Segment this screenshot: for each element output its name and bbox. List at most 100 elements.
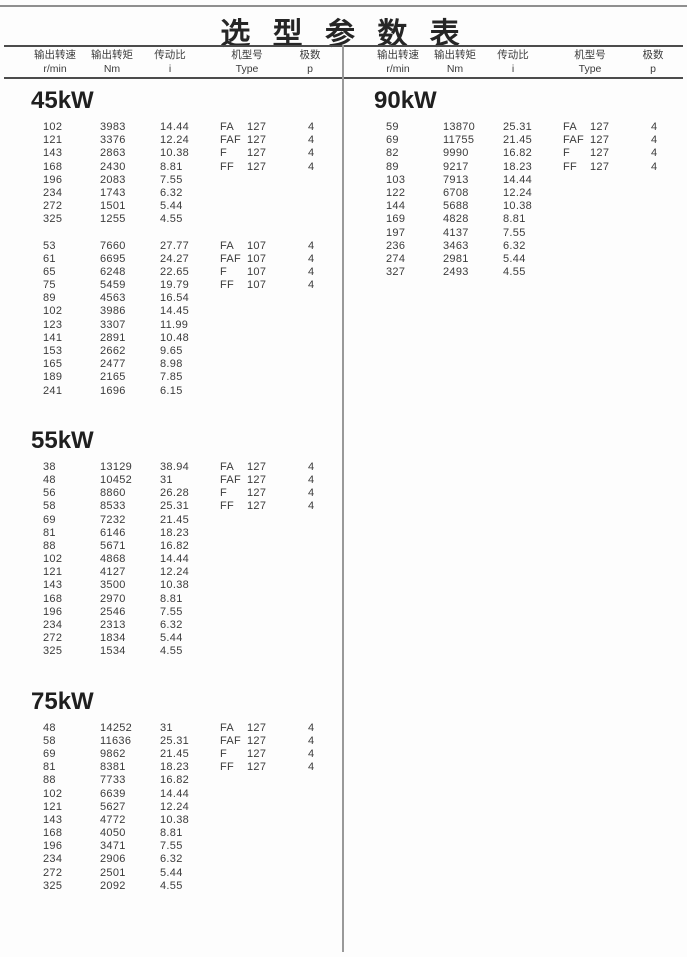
cell-type-model <box>220 606 247 619</box>
table-row: 169 4828 8.81 <box>343 213 686 226</box>
cell-poles <box>292 840 386 853</box>
table-row: 121 5627 12.24 <box>0 801 343 814</box>
cell-output-torque: 2083 <box>100 173 126 186</box>
cell-output-speed: 102 <box>43 787 63 800</box>
cell-output-torque: 5459 <box>100 279 126 292</box>
table-row: 236 3463 6.32 <box>343 240 686 253</box>
table-row: 102 3983 14.44 FA 127 4 <box>0 121 343 134</box>
cell-type-size <box>590 253 635 266</box>
cell-ratio: 19.79 <box>160 279 190 292</box>
cell-output-torque: 13870 <box>443 121 476 133</box>
cell-output-torque: 2546 <box>100 605 126 618</box>
table-row: 196 2546 7.55 <box>0 606 343 619</box>
cell-type-model <box>563 253 590 266</box>
top-rule-line <box>0 5 687 7</box>
cell-type-size <box>247 814 292 827</box>
cell-output-speed: 61 <box>43 252 56 265</box>
cell-poles <box>292 827 386 840</box>
cell-ratio: 14.44 <box>160 553 190 566</box>
cell-poles <box>635 266 687 279</box>
table-row: 69 7232 21.45 <box>0 514 343 527</box>
cell-ratio: 6.32 <box>160 186 183 199</box>
cell-type-model <box>220 632 247 645</box>
cell-poles: 4 <box>308 747 315 760</box>
column-header-label-unit: i <box>168 62 172 75</box>
cell-ratio: 6.32 <box>160 853 183 866</box>
cell-output-torque: 4050 <box>100 827 126 840</box>
cell-type-size <box>247 174 292 187</box>
column-header-label-unit: r/min <box>386 62 410 75</box>
cell-output-speed: 236 <box>386 239 406 252</box>
cell-ratio: 11.99 <box>160 318 189 331</box>
cell-ratio: 24.27 <box>160 252 190 265</box>
cell-type-model <box>220 645 247 658</box>
cell-output-torque: 1534 <box>100 645 126 658</box>
cell-ratio: 4.55 <box>160 213 183 226</box>
cell-poles <box>635 187 687 200</box>
table-row: 48 14252 31 FA 127 4 <box>0 722 343 735</box>
table-row: 327 2493 4.55 <box>343 266 686 279</box>
cell-type-model <box>220 827 247 840</box>
table-row: 69 11755 21.45 FAF 127 4 <box>343 134 686 147</box>
cell-output-torque: 4137 <box>443 226 469 239</box>
cell-poles <box>292 619 386 632</box>
cell-poles <box>292 801 386 814</box>
cell-output-speed: 197 <box>386 226 406 239</box>
cell-poles <box>292 358 386 371</box>
cell-ratio: 18.23 <box>160 761 190 774</box>
cell-output-speed: 272 <box>43 866 63 879</box>
cell-type-model: FAF <box>220 134 242 147</box>
table-row: 272 1501 5.44 <box>0 200 343 213</box>
table-row: 121 3376 12.24 FAF 127 4 <box>0 134 343 147</box>
cell-output-speed: 168 <box>43 827 63 840</box>
cell-ratio: 8.81 <box>160 160 183 173</box>
cell-ratio: 25.31 <box>503 121 533 133</box>
cell-ratio: 14.44 <box>160 787 190 800</box>
cell-output-speed: 48 <box>43 721 56 734</box>
table-row: 272 2501 5.44 <box>0 867 343 880</box>
cell-ratio: 12.24 <box>160 800 190 813</box>
cell-poles <box>292 540 386 553</box>
column-header-model-type: 机型号 Type <box>574 49 606 76</box>
cell-output-speed: 69 <box>386 134 399 147</box>
cell-ratio: 4.55 <box>160 645 183 658</box>
column-header-ratio: 传动比 i <box>154 49 186 76</box>
cell-poles: 4 <box>308 500 315 513</box>
cell-output-speed: 58 <box>43 500 56 513</box>
cell-ratio: 18.23 <box>503 160 533 173</box>
table-row: 123 3307 11.99 <box>0 319 343 332</box>
column-header-label-cn: 极数 <box>642 49 664 61</box>
cell-type-size <box>247 788 292 801</box>
cell-output-speed: 241 <box>43 384 63 397</box>
cell-output-torque: 1743 <box>100 186 126 199</box>
column-header-label-unit: Nm <box>446 62 464 75</box>
cell-poles <box>292 319 386 332</box>
cell-type-model <box>220 332 247 345</box>
column-header-output-torque: 输出转矩 Nm <box>91 49 133 76</box>
table-row: 61 6695 24.27 FAF 107 4 <box>0 253 343 266</box>
cell-poles <box>292 332 386 345</box>
cell-poles <box>292 606 386 619</box>
table-row: 81 6146 18.23 <box>0 527 343 540</box>
cell-type-size <box>247 385 292 398</box>
cell-poles: 4 <box>308 721 315 734</box>
cell-output-speed: 56 <box>43 487 56 500</box>
cell-output-torque: 3471 <box>100 840 126 853</box>
table-row: 58 8533 25.31 FF 127 4 <box>0 500 343 513</box>
cell-poles: 4 <box>651 160 658 173</box>
cell-poles <box>635 227 687 240</box>
cell-type-model <box>220 514 247 527</box>
cell-output-torque: 7733 <box>100 774 126 787</box>
cell-type-size <box>247 213 292 226</box>
cell-output-torque: 2092 <box>100 879 126 892</box>
table-row: 58 11636 25.31 FAF 127 4 <box>0 735 343 748</box>
right-column-content: 90kW 59 13870 25.31 FA 127 4 69 11755 21.45 FAF 127… <box>343 82 686 292</box>
cell-output-speed: 53 <box>43 239 56 252</box>
cell-type-model: F <box>220 487 228 500</box>
cell-poles <box>292 514 386 527</box>
cell-output-torque: 4127 <box>100 566 126 579</box>
cell-output-torque: 2501 <box>100 866 126 879</box>
cell-type-model: FAF <box>220 252 242 265</box>
cell-ratio: 10.38 <box>160 147 190 160</box>
cell-type-model <box>220 867 247 880</box>
